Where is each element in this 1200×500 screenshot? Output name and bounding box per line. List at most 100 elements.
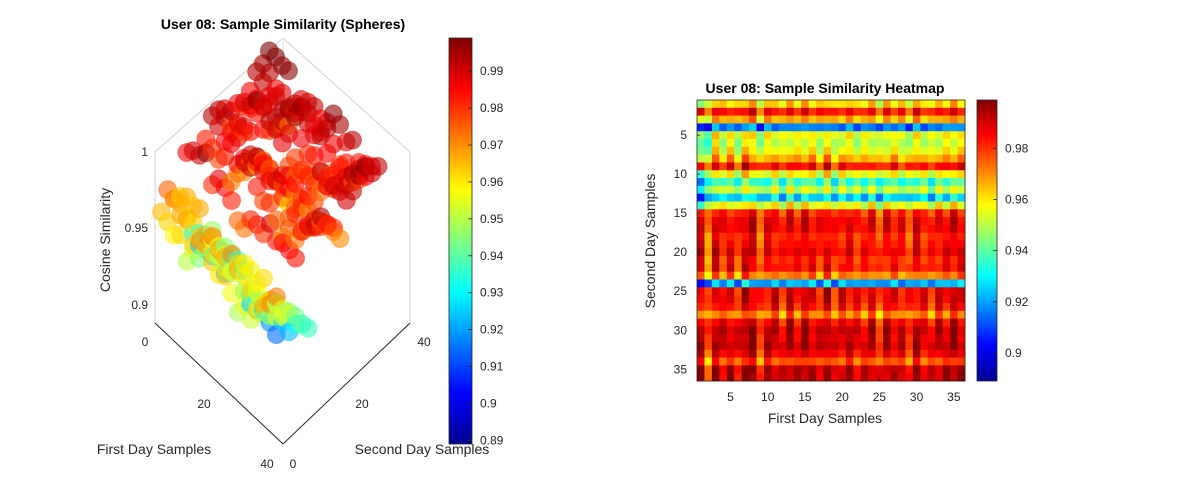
heatmap-cell [898,100,906,109]
heatmap-cell [950,357,958,366]
heatmap-cell [756,232,765,241]
heatmap-cell [734,310,743,319]
heatmap-cell [950,334,958,343]
heatmap-cell [912,178,921,187]
heatmap-cell [697,178,705,187]
heatmap-cell [771,326,780,335]
heatmap-cell [935,334,944,343]
heatmap-cell [786,341,795,351]
heatmap-cell [808,185,817,195]
heatmap-cell [734,115,743,124]
heatmap-cell [793,209,802,218]
heatmap-cell [957,326,966,335]
heatmap-cell [749,341,757,351]
heatmap-cell [711,139,720,148]
heatmap-cell [749,232,757,241]
heatmap-cell [950,271,958,280]
heatmap-cell [823,240,832,249]
sphere-colorbar: 0.89 0.9 0.91 0.92 0.93 0.94 0.95 0.96 0.97 0.98 0… [448,37,504,447]
heatmap-cell [868,100,877,109]
heatmap-cell [704,295,713,304]
heatmap-cell [905,201,914,210]
heatmap-cell [957,170,966,179]
heatmap-cell [801,162,810,171]
heatmap-cell [942,279,951,288]
heatmap-cell [719,201,728,210]
heatmap-cell [838,349,847,358]
heatmap-cell [726,170,735,179]
heatmap-cell [741,365,750,374]
heatmap-cell [890,139,899,148]
heatmap-cell [905,357,914,366]
heatmap-cell [838,334,847,343]
heatmap-cell [726,248,735,257]
heatmap-cell [741,295,750,304]
heatmap-cell [697,201,705,210]
heatmap-cell [801,100,810,109]
heatmap-cell [801,146,810,156]
heatmap-cell [808,326,817,335]
heatmap-cell [741,287,750,296]
heatmap-cell [905,170,914,179]
heatmap-cell [719,193,728,202]
heatmap-cell [845,326,854,335]
heatmap-cell [823,287,832,296]
heatmap-cell [786,224,795,234]
heatmap-cell [912,248,921,257]
heatmap-cell [860,193,869,202]
heatmap-cell [771,310,780,319]
heatmap-cell [950,256,958,265]
heatmap-cell [697,341,705,351]
heatmap-cell [823,341,832,351]
heatmap-cell [853,287,862,296]
heatmap-cell [920,146,929,156]
heatmap-cell [838,154,847,163]
y-tick-label: 25 [674,284,688,298]
heatmap-cell [808,209,817,218]
sphere-chart-title: User 08: Sample Similarity (Spheres) [161,16,405,32]
heatmap-cell [786,349,795,358]
heatmap-cell [719,178,728,187]
heatmap-cell [898,193,906,202]
heatmap-cell [890,349,899,358]
heatmap-cell [905,107,914,117]
heatmap-cell [778,349,787,358]
heatmap-cell [711,357,720,366]
heatmap-cell [756,146,765,156]
heatmap-cell [726,139,735,148]
heatmap-cell [816,100,824,109]
heatmap-cell [771,170,780,179]
heatmap-cell [734,100,743,109]
heatmap-cell [898,357,906,366]
heatmap-cell [845,373,854,382]
heatmap-cell [935,185,944,195]
heatmap-cell [808,334,817,343]
heatmap-cell [838,279,847,288]
heatmap-cell [905,185,914,195]
heatmap-cell [831,123,839,132]
heatmap-cell [898,146,906,156]
heatmap-cell [741,248,750,257]
heatmap-cell [912,271,921,280]
heatmap-cell [764,357,772,366]
heatmap-cell [793,302,802,312]
heatmap-cell [741,170,750,179]
heatmap-cell [749,123,757,132]
colorbar-ticks: 0.89 0.9 0.91 0.92 0.93 0.94 0.95 0.96 0.97 0.98 0… [468,64,504,447]
heatmap-cell [697,295,705,304]
heatmap-cell [883,232,891,241]
heatmap-cell [778,341,787,351]
heatmap-cell [756,341,765,351]
heatmap-cell [853,115,862,124]
heatmap-cell [756,217,765,226]
heatmap-cell [950,115,958,124]
heatmap-cell [883,217,891,226]
heatmap-cell [719,357,728,366]
heatmap-cell [942,178,951,187]
heatmap-cell [749,162,757,171]
colorbar-tick-label: 0.9 [1005,346,1022,360]
heatmap-cell [734,365,743,374]
heatmap-cell [793,232,802,241]
heatmap-cell [831,349,839,358]
heatmap-cell [905,334,914,343]
